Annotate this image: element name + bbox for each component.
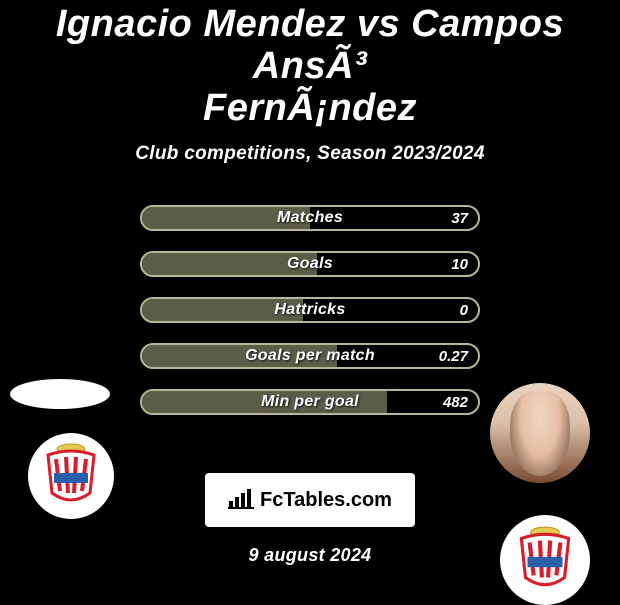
stat-value: 482 <box>443 391 468 413</box>
footer-brand-badge: FcTables.com <box>205 473 415 527</box>
stat-bar: Hattricks0 <box>140 297 480 323</box>
page-title: Ignacio Mendez vs Campos AnsÃ³ FernÃ¡nde… <box>0 0 620 129</box>
footer-brand-text: FcTables.com <box>260 489 392 512</box>
title-line-2: FernÃ¡ndez <box>203 87 417 129</box>
stats-area: Matches37 Goals10 Hattricks0 Goals per matc… <box>0 205 620 455</box>
stat-bars: Matches37 Goals10 Hattricks0 Goals per matc… <box>140 205 480 435</box>
stat-value: 37 <box>451 207 468 229</box>
left-player-avatar <box>10 379 110 409</box>
stat-label: Hattricks <box>142 299 478 321</box>
right-club-crest <box>500 515 590 605</box>
stat-bar: Min per goal482 <box>140 389 480 415</box>
stat-value: 0 <box>460 299 468 321</box>
stat-label: Goals per match <box>142 345 478 367</box>
title-line-1: Ignacio Mendez vs Campos AnsÃ³ <box>56 3 564 87</box>
right-player-avatar <box>490 383 590 483</box>
left-club-crest <box>28 433 114 519</box>
stat-label: Goals <box>142 253 478 275</box>
stat-label: Matches <box>142 207 478 229</box>
sporting-crest-icon <box>509 524 581 596</box>
stat-bar: Matches37 <box>140 205 480 231</box>
stat-bar: Goals10 <box>140 251 480 277</box>
subtitle: Club competitions, Season 2023/2024 <box>0 143 620 165</box>
stat-bar: Goals per match0.27 <box>140 343 480 369</box>
stat-value: 10 <box>451 253 468 275</box>
sporting-crest-icon <box>36 441 106 511</box>
stat-value: 0.27 <box>439 345 468 367</box>
stat-label: Min per goal <box>142 391 478 413</box>
bar-chart-icon <box>228 487 254 514</box>
